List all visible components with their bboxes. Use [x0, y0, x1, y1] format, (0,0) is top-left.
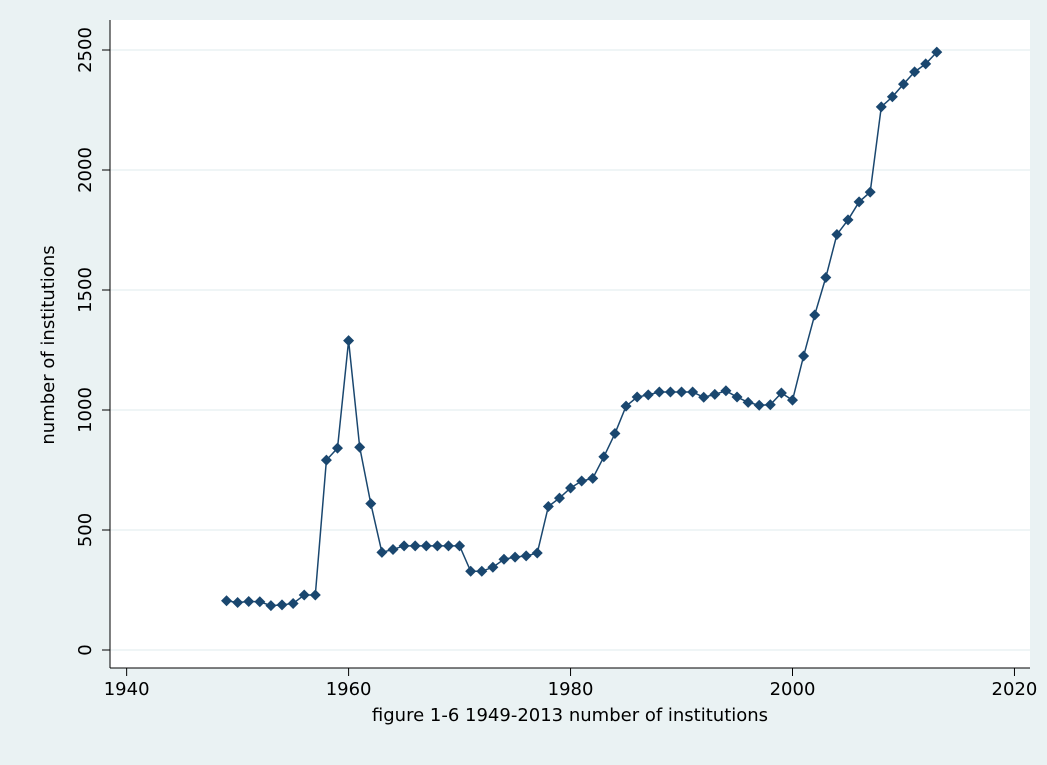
marker [664, 386, 676, 398]
marker [409, 540, 421, 552]
marker [909, 66, 921, 78]
x-tick-label: 1940 [104, 679, 150, 700]
y-tick-label: 1500 [75, 267, 96, 313]
marker [820, 272, 832, 284]
y-tick-label: 2000 [75, 147, 96, 193]
marker [842, 214, 854, 226]
y-axis-label: number of institutions [38, 245, 59, 444]
marker [387, 543, 399, 555]
marker [509, 551, 521, 563]
marker [920, 58, 932, 70]
marker [243, 596, 255, 608]
marker [620, 400, 632, 412]
x-tick-label: 2020 [992, 679, 1038, 700]
marker [676, 386, 688, 398]
marker [476, 565, 488, 577]
marker [831, 229, 843, 241]
plot-area [110, 20, 1030, 668]
marker [886, 91, 898, 103]
marker [753, 399, 765, 411]
marker [398, 540, 410, 552]
marker [731, 391, 743, 403]
marker [442, 540, 454, 552]
marker [354, 441, 366, 453]
marker [720, 385, 732, 397]
marker [309, 589, 321, 601]
y-tick-label: 0 [75, 644, 96, 655]
marker [787, 394, 799, 406]
marker [742, 396, 754, 408]
marker [465, 565, 477, 577]
marker [931, 46, 943, 58]
marker [764, 399, 776, 411]
marker [454, 540, 466, 552]
marker [265, 600, 277, 612]
marker [798, 350, 810, 362]
y-tick-label: 2500 [75, 27, 96, 73]
marker [287, 597, 299, 609]
marker [809, 309, 821, 321]
marker [343, 335, 355, 347]
marker [864, 186, 876, 198]
marker [598, 451, 610, 463]
marker [609, 428, 621, 440]
marker [853, 196, 865, 208]
y-tick-label: 1000 [75, 387, 96, 433]
marker [520, 550, 532, 562]
marker [631, 391, 643, 403]
marker [698, 391, 710, 403]
marker [232, 596, 244, 608]
marker [687, 386, 699, 398]
marker [653, 386, 665, 398]
marker [587, 472, 599, 484]
marker [431, 540, 443, 552]
marker [276, 599, 288, 611]
chart-title: figure 1-6 1949-2013 number of instituti… [372, 705, 768, 726]
marker [365, 498, 377, 510]
marker [221, 595, 233, 607]
marker [642, 389, 654, 401]
marker [376, 546, 388, 558]
marker [542, 500, 554, 512]
marker [487, 561, 499, 573]
marker [875, 101, 887, 113]
x-tick-label: 1960 [326, 679, 372, 700]
marker [553, 492, 565, 504]
marker [320, 454, 332, 466]
marker [531, 547, 543, 559]
marker [298, 589, 310, 601]
x-tick-label: 2000 [770, 679, 816, 700]
marker [332, 442, 344, 454]
x-tick-label: 1980 [548, 679, 594, 700]
marker [565, 482, 577, 494]
marker [709, 388, 721, 400]
y-tick-label: 500 [75, 513, 96, 547]
marker [498, 553, 510, 565]
marker [420, 540, 432, 552]
marker [897, 78, 909, 90]
marker [775, 387, 787, 399]
marker [576, 475, 588, 487]
marker [254, 596, 266, 608]
